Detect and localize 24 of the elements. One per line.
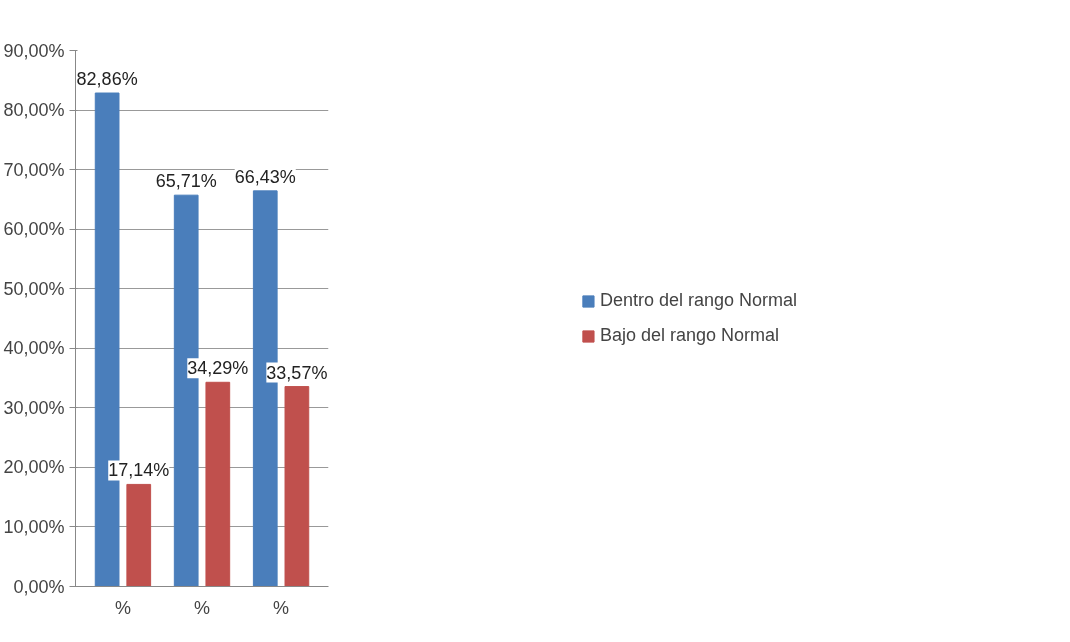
data-label: 17,14% <box>108 460 170 481</box>
bar <box>284 386 310 587</box>
bar <box>205 381 231 587</box>
y-tick-label: 40,00% <box>3 338 65 359</box>
y-tick-label: 70,00% <box>3 159 65 180</box>
x-tick-label: % <box>194 597 211 618</box>
y-tick-label: 20,00% <box>3 457 65 478</box>
legend-label: Bajo del rango Normal <box>599 325 780 346</box>
data-label: 82,86% <box>76 69 138 90</box>
y-tick-label: 30,00% <box>3 397 65 418</box>
y-tick-label: 60,00% <box>3 219 65 240</box>
y-tick-label: 50,00% <box>3 278 65 299</box>
y-tick-label: 10,00% <box>3 516 65 537</box>
y-tick-label: 90,00% <box>3 40 65 61</box>
data-label: 65,71% <box>155 171 217 192</box>
y-tick-label: 80,00% <box>3 100 65 121</box>
legend-label: Dentro del rango Normal <box>599 290 798 311</box>
data-label: 33,57% <box>266 362 328 383</box>
y-tick-label: 0,00% <box>13 576 65 597</box>
x-tick-label: % <box>273 597 290 618</box>
data-label: 34,29% <box>187 358 249 379</box>
data-label: 66,43% <box>234 166 296 187</box>
x-tick-label: % <box>114 597 131 618</box>
bar <box>126 483 152 587</box>
